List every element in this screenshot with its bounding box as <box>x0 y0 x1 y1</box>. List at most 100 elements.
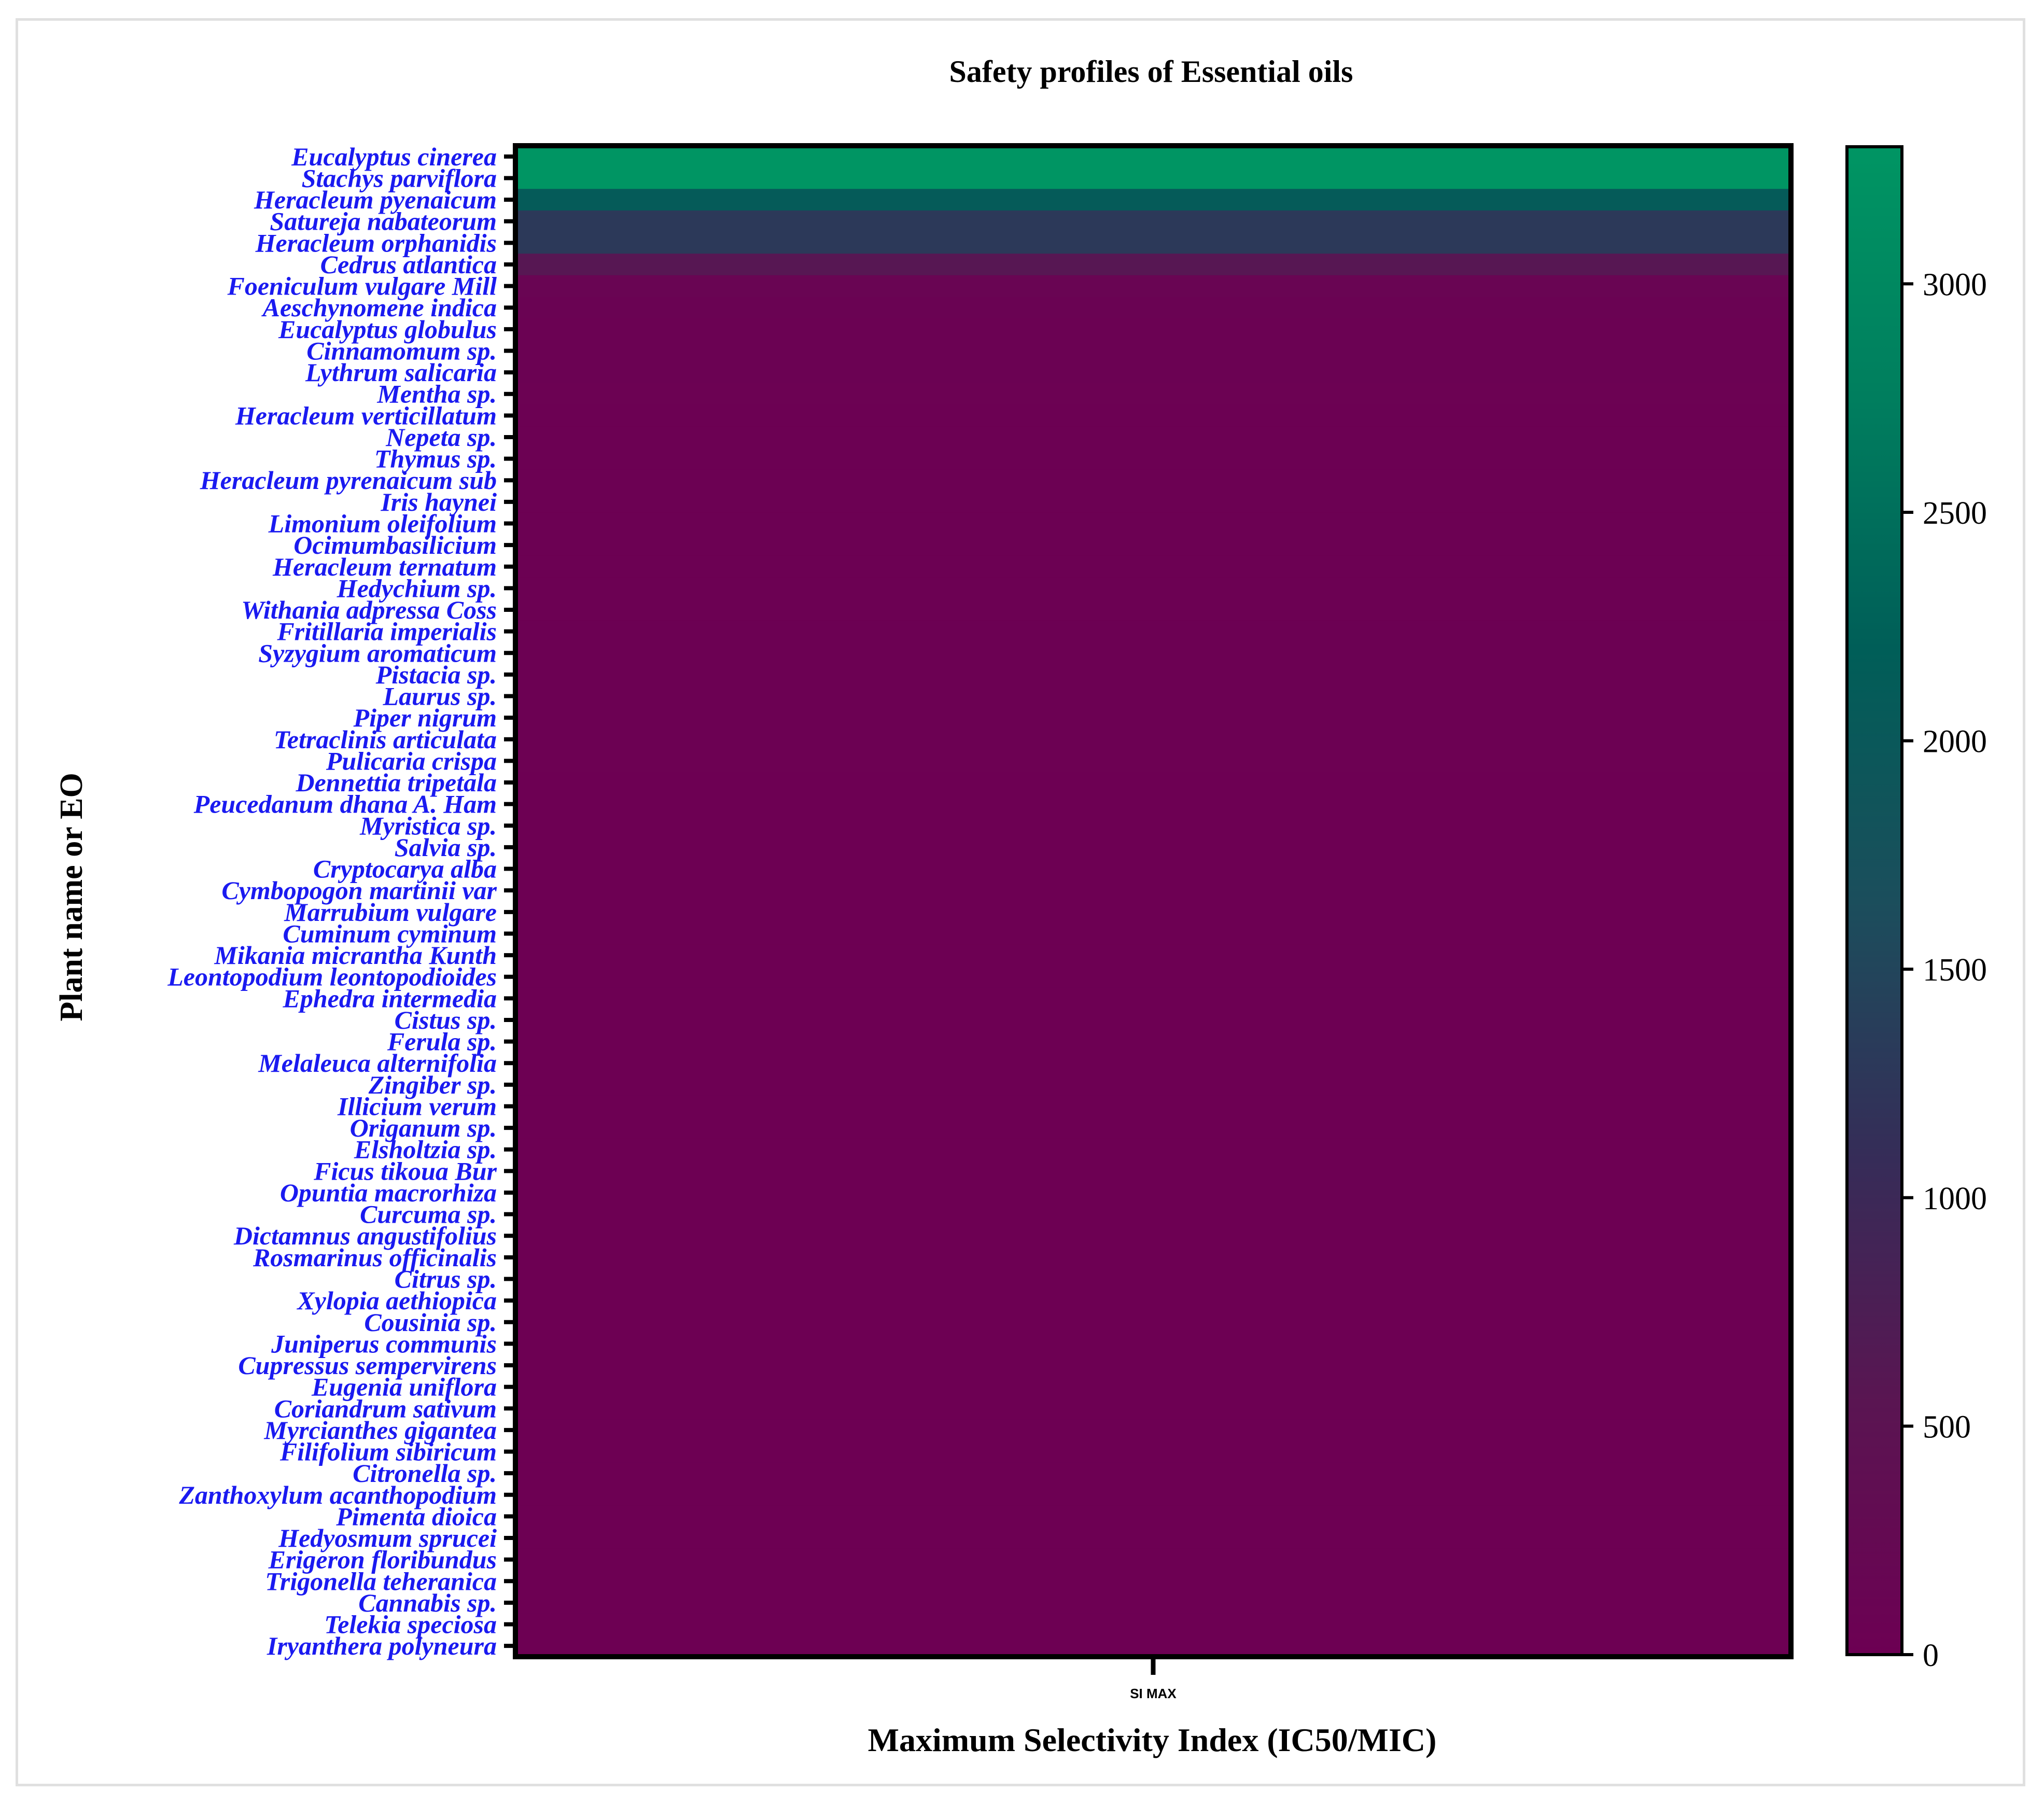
heatmap-cell <box>515 1635 1791 1657</box>
y-tick-label: Fritillaria imperialis <box>276 617 497 646</box>
y-tick-label: Mikania micrantha Kunth <box>214 941 497 970</box>
y-tick-label: Laurus sp. <box>382 682 497 711</box>
heatmap-cell <box>515 620 1791 643</box>
y-tick-label: Illicium verum <box>337 1092 497 1121</box>
heatmap-cell <box>515 469 1791 492</box>
y-tick-label: Eucalyptus globulus <box>278 315 497 344</box>
heatmap-cell <box>515 901 1791 924</box>
y-tick-label: Foeniculum vulgare Mill <box>227 272 497 301</box>
y-tick-label: Pimenta dioica <box>335 1502 497 1531</box>
heatmap-cell <box>515 1247 1791 1269</box>
heatmap-cell <box>515 167 1791 189</box>
heatmap-cell <box>515 1074 1791 1096</box>
y-tick-label: Iryanthera polyneura <box>267 1631 497 1660</box>
heatmap-cell <box>515 1354 1791 1377</box>
colorbar-tick-label: 2000 <box>1923 724 1987 760</box>
y-tick-label: Ficus tikoua Bur <box>313 1156 497 1185</box>
y-tick-label: Withania adpressa Coss <box>241 595 497 624</box>
y-tick-label: Citronella sp. <box>353 1459 497 1488</box>
colorbar: 0 500 1000 1500 2000 2500 3000 <box>1845 145 1987 1673</box>
y-tick-label: Coriandrum sativum <box>274 1394 497 1423</box>
y-axis-label: Plant name or EO <box>54 773 89 1021</box>
y-tick-label: Melaleuca alternifolia <box>258 1048 497 1078</box>
heatmap-cell <box>515 555 1791 578</box>
heatmap-cell <box>515 1052 1791 1074</box>
heatmap-cell <box>515 750 1791 772</box>
heatmap-cell <box>515 1182 1791 1204</box>
y-tick-label: Cuminum cyminum <box>283 919 497 948</box>
y-tick-label: Cannabis sp. <box>358 1588 497 1617</box>
heatmap-cell <box>515 664 1791 686</box>
heatmap-cell <box>515 1030 1791 1053</box>
heatmap-cell <box>515 1592 1791 1614</box>
heatmap-cell <box>515 728 1791 751</box>
colorbar-gradient <box>1845 145 1903 1656</box>
x-tick-label: SI MAX <box>1130 1686 1177 1701</box>
heatmap-cell <box>515 642 1791 664</box>
y-tick-label: Heracleum verticillatum <box>235 401 497 430</box>
y-tick-label: Elsholtzia sp. <box>354 1135 497 1164</box>
heatmap-cell <box>515 210 1791 233</box>
heatmap-cell <box>515 793 1791 816</box>
y-tick-label: Origanum sp. <box>350 1113 497 1142</box>
y-tick-label: Lythrum salicaria <box>305 358 497 387</box>
heatmap-cell <box>515 1570 1791 1592</box>
y-tick-label: Pulicaria crispa <box>326 746 497 775</box>
x-axis-label: Maximum Selectivity Index (IC50/MIC) <box>868 1722 1437 1758</box>
y-tick-label: Piper nigrum <box>353 703 497 732</box>
y-tick-label: Zanthoxylum acanthopodium <box>178 1480 497 1509</box>
heatmap-cell <box>515 1268 1791 1290</box>
y-tick-label: Myrcianthes gigantea <box>263 1416 497 1445</box>
heatmap-cell <box>515 1095 1791 1117</box>
heatmap-cell <box>515 772 1791 794</box>
y-tick-label: Iris haynei <box>380 487 497 516</box>
heatmap-cell <box>515 1009 1791 1031</box>
y-tick-label: Hedychium sp. <box>337 573 497 603</box>
y-tick-label: Salvia sp. <box>395 833 497 862</box>
y-tick-label: Trigonella teheranica <box>265 1566 497 1596</box>
heatmap-cell <box>515 922 1791 945</box>
y-tick-label: Heracleum ternatum <box>272 552 497 581</box>
y-tick-label: Cistus sp. <box>395 1005 497 1034</box>
y-tick-label: Satureja nabateorum <box>270 207 497 236</box>
y-tick-label: Curcuma sp. <box>360 1200 497 1229</box>
heatmap-cell <box>515 1419 1791 1442</box>
heatmap-cell <box>515 1203 1791 1226</box>
y-tick-label: Syzygium aromaticum <box>258 638 497 667</box>
heatmap-cell <box>515 1225 1791 1247</box>
heatmap-cell <box>515 879 1791 902</box>
y-tick-label: Limonium oleifolium <box>268 509 497 538</box>
y-tick-label: Cedrus atlantica <box>320 250 497 279</box>
y-tick-label: Myristica sp. <box>359 811 497 840</box>
heatmap-cell <box>515 491 1791 513</box>
y-tick-label: Mentha sp. <box>376 380 497 409</box>
y-tick-label: Stachys parviflora <box>302 163 497 192</box>
y-tick-label: Cymbopogon martinii var <box>221 876 497 905</box>
y-tick-label: Dennettia tripetala <box>296 768 497 797</box>
heatmap-cell <box>515 858 1791 880</box>
heatmap-cell <box>515 1548 1791 1571</box>
y-tick-label: Xylopia aethiopica <box>296 1286 497 1315</box>
y-tick-label: Peucedanum dhana A. Ham <box>193 790 497 819</box>
y-tick-label: Filifolium sibiricum <box>279 1437 497 1466</box>
heatmap-cell <box>515 1505 1791 1528</box>
x-ticks: SI MAX <box>1130 1657 1177 1701</box>
y-tick-label: Cousinia sp. <box>364 1308 497 1337</box>
heatmap-cell <box>515 1440 1791 1463</box>
heatmap-cell <box>515 426 1791 449</box>
heatmap-cell <box>515 1484 1791 1506</box>
heatmap-cell <box>515 577 1791 599</box>
colorbar-tick-label: 3000 <box>1923 267 1987 302</box>
y-tick-label: Cinnamomum sp. <box>306 336 497 365</box>
colorbar-tick-label: 1500 <box>1923 953 1987 988</box>
heatmap-cell <box>515 340 1791 362</box>
heatmap-cell <box>515 1290 1791 1312</box>
heatmap-cell <box>515 1613 1791 1635</box>
heatmap-cell <box>515 944 1791 967</box>
y-tick-label: Zingiber sp. <box>368 1070 497 1099</box>
heatmap-cell <box>515 361 1791 384</box>
heatmap-cell <box>515 232 1791 254</box>
heatmap-cell <box>515 383 1791 405</box>
